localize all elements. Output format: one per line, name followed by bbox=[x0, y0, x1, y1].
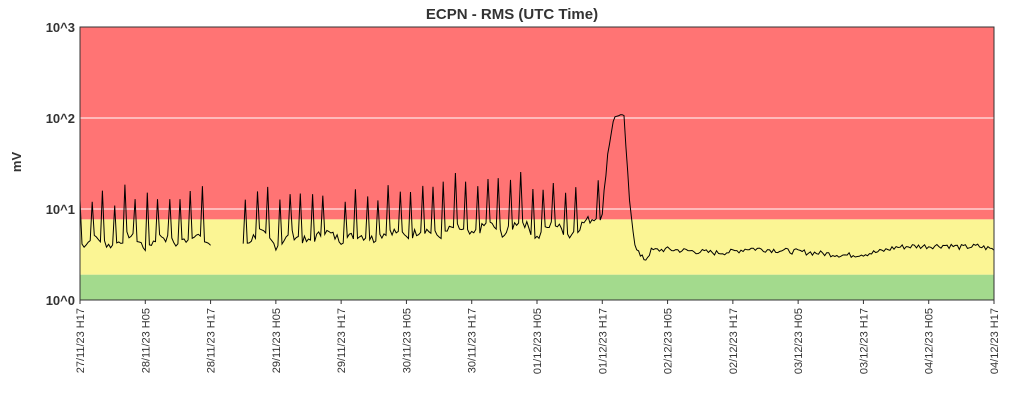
x-tick-label-4: 29/11/23 H17 bbox=[336, 308, 348, 373]
rms-series-line bbox=[79, 114, 995, 261]
x-tick-label-5: 30/11/23 H05 bbox=[401, 308, 413, 373]
threshold-band-0 bbox=[80, 274, 994, 300]
x-tick-label-0: 27/11/23 H17 bbox=[75, 308, 87, 373]
threshold-band-1 bbox=[80, 219, 994, 275]
x-tick-label-11: 03/12/23 H05 bbox=[793, 308, 805, 374]
y-tick-label-3: 10^3 bbox=[46, 20, 75, 35]
y-tick-label-0: 10^0 bbox=[46, 293, 75, 308]
x-tick-label-9: 02/12/23 H05 bbox=[663, 308, 675, 374]
x-axis-ticks: 27/11/23 H17 28/11/23 H05 28/11/23 H17 29/1… bbox=[75, 300, 1001, 374]
x-tick-label-2: 28/11/23 H17 bbox=[206, 308, 218, 373]
x-tick-label-10: 02/12/23 H17 bbox=[728, 308, 740, 374]
threshold-band-2 bbox=[80, 27, 994, 220]
x-tick-label-14: 04/12/23 H17 bbox=[989, 308, 1001, 374]
y-axis-label: mV bbox=[9, 152, 24, 173]
y-tick-label-1: 10^1 bbox=[46, 202, 75, 217]
x-tick-label-12: 03/12/23 H17 bbox=[858, 308, 870, 374]
x-tick-label-3: 29/11/23 H05 bbox=[271, 308, 283, 373]
threshold-bands bbox=[80, 27, 994, 300]
chart-title: ECPN - RMS (UTC Time) bbox=[426, 6, 598, 23]
x-tick-label-6: 30/11/23 H17 bbox=[467, 308, 479, 373]
y-tick-label-2: 10^2 bbox=[46, 111, 75, 126]
grid-lines bbox=[80, 117, 994, 210]
x-tick-label-1: 28/11/23 H05 bbox=[140, 308, 152, 373]
y-axis-ticks: 10^0 10^1 10^2 10^3 bbox=[46, 20, 75, 308]
x-tick-label-13: 04/12/23 H05 bbox=[924, 308, 936, 374]
x-tick-label-8: 01/12/23 H17 bbox=[597, 308, 609, 374]
x-tick-label-7: 01/12/23 H05 bbox=[532, 308, 544, 374]
